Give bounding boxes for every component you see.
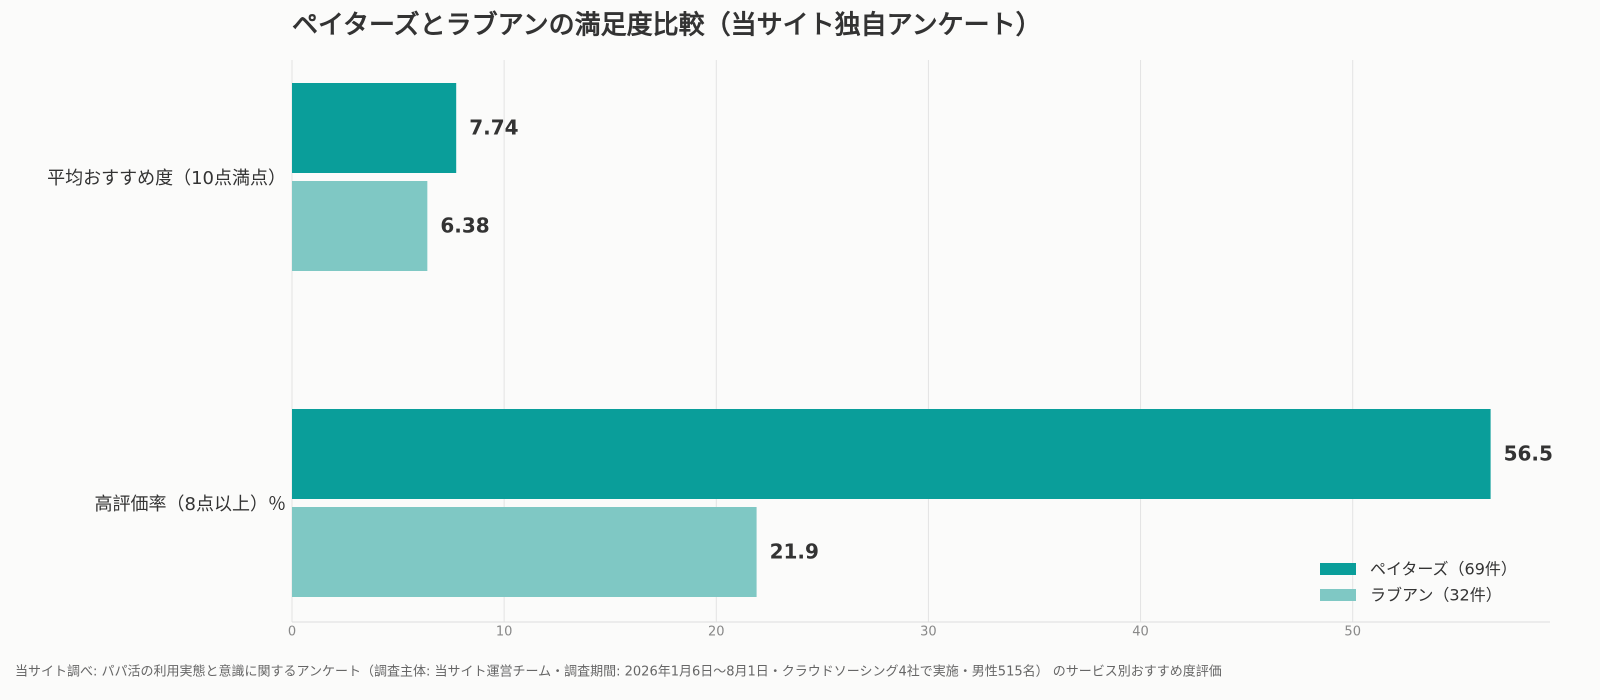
x-tick-label: 10 — [496, 625, 513, 640]
value-label: 7.74 — [469, 116, 518, 140]
legend-swatch — [1320, 589, 1356, 601]
y-tick-label: 平均おすすめ度（10点満点） — [47, 168, 286, 189]
x-tick-label: 50 — [1344, 625, 1361, 640]
bar — [292, 83, 457, 173]
footnote: 当サイト調べ: パパ活の利用実態と意識に関するアンケート（調査主体: 当サイト運… — [15, 664, 1222, 680]
value-label: 21.9 — [770, 540, 819, 564]
chart-title: ペイターズとラブアンの満足度比較（当サイト独自アンケート） — [292, 10, 1042, 41]
y-tick-label: 高評価率（8点以上）％ — [95, 494, 286, 515]
legend-label: ラブアン（32件） — [1370, 586, 1502, 605]
legend-swatch — [1320, 563, 1356, 575]
legend-label: ペイターズ（69件） — [1370, 560, 1517, 579]
bar — [292, 507, 757, 597]
x-tick-label: 20 — [708, 625, 725, 640]
bar — [292, 409, 1491, 499]
x-tick-label: 30 — [920, 625, 937, 640]
x-tick-label: 0 — [288, 625, 296, 640]
bar — [292, 181, 428, 271]
x-tick-label: 40 — [1132, 625, 1149, 640]
value-label: 56.5 — [1504, 442, 1553, 466]
value-label: 6.38 — [440, 214, 489, 238]
